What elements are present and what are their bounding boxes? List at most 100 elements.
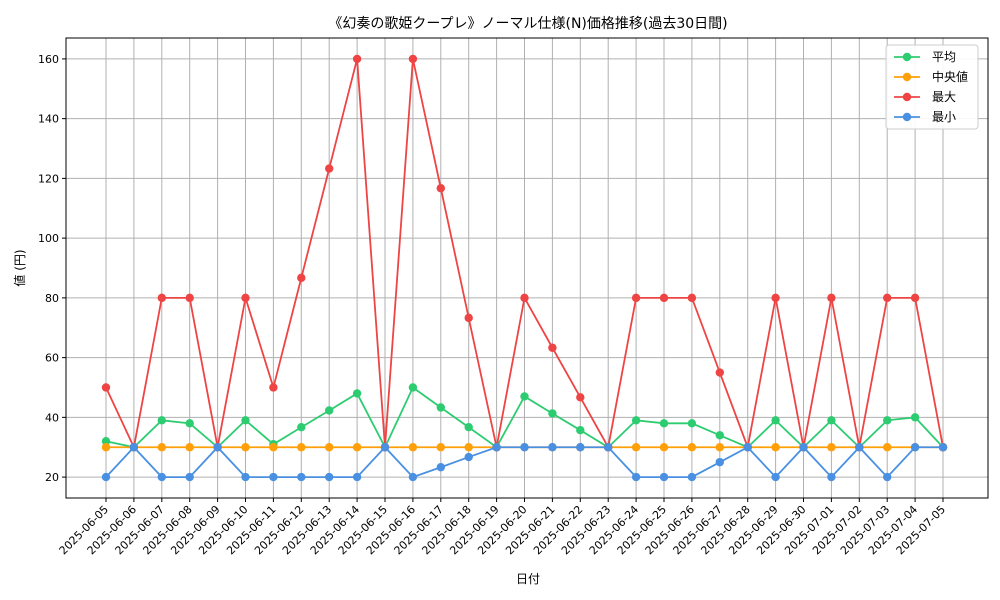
data-point bbox=[436, 443, 445, 452]
data-point bbox=[883, 416, 892, 425]
data-point bbox=[827, 472, 836, 482]
data-point bbox=[659, 472, 669, 482]
data-point bbox=[436, 184, 445, 193]
data-point bbox=[687, 443, 697, 452]
data-point bbox=[883, 472, 892, 482]
data-point bbox=[715, 457, 724, 467]
data-point bbox=[548, 409, 557, 418]
y-tick-label: 160 bbox=[38, 53, 59, 66]
data-point bbox=[464, 313, 473, 323]
series bbox=[101, 54, 948, 482]
y-tick-label: 60 bbox=[45, 352, 59, 365]
data-point bbox=[604, 443, 613, 452]
data-point bbox=[101, 472, 111, 482]
data-point bbox=[743, 443, 752, 452]
data-point bbox=[157, 443, 166, 452]
data-point bbox=[241, 416, 250, 425]
data-point bbox=[213, 443, 222, 452]
data-point bbox=[129, 443, 139, 452]
data-point bbox=[548, 443, 557, 452]
data-point bbox=[269, 443, 278, 452]
data-point bbox=[715, 368, 724, 377]
legend-label: 最大 bbox=[932, 90, 956, 104]
data-point bbox=[771, 416, 780, 425]
y-tick-label: 100 bbox=[38, 232, 59, 245]
series-3 bbox=[101, 443, 948, 482]
data-point bbox=[436, 463, 445, 472]
data-point bbox=[827, 416, 836, 425]
data-point bbox=[297, 423, 306, 432]
data-point bbox=[157, 293, 166, 303]
grid bbox=[66, 38, 988, 498]
data-point bbox=[408, 54, 418, 64]
data-point bbox=[157, 416, 166, 425]
data-point bbox=[520, 392, 529, 401]
data-point bbox=[352, 472, 362, 482]
data-point bbox=[101, 383, 111, 392]
data-point bbox=[576, 393, 585, 402]
data-point bbox=[325, 406, 334, 415]
data-point bbox=[269, 383, 278, 392]
data-point bbox=[464, 452, 473, 462]
data-point bbox=[297, 273, 306, 283]
y-axis-title: 値 (円) bbox=[12, 249, 27, 286]
data-point bbox=[687, 293, 697, 303]
data-point bbox=[883, 443, 892, 452]
data-point bbox=[631, 472, 641, 482]
y-tick-label: 80 bbox=[45, 292, 59, 305]
data-point bbox=[380, 443, 390, 452]
x-axis-title: 日付 bbox=[516, 572, 540, 586]
data-point bbox=[436, 403, 445, 412]
legend-swatch-marker bbox=[902, 112, 912, 122]
data-point bbox=[101, 443, 111, 452]
data-point bbox=[910, 293, 920, 303]
data-point bbox=[297, 443, 306, 452]
data-point bbox=[715, 443, 724, 452]
data-point bbox=[631, 293, 641, 303]
y-tick-label: 40 bbox=[45, 411, 59, 424]
data-point bbox=[464, 443, 473, 452]
data-point bbox=[771, 443, 780, 452]
data-point bbox=[659, 443, 669, 452]
data-point bbox=[659, 419, 669, 428]
data-point bbox=[325, 443, 334, 452]
data-point bbox=[185, 293, 194, 303]
legend-swatch-marker bbox=[902, 92, 912, 102]
data-point bbox=[325, 164, 334, 173]
data-point bbox=[352, 54, 362, 64]
data-point bbox=[352, 389, 362, 398]
data-point bbox=[771, 293, 780, 303]
data-point bbox=[352, 443, 362, 452]
data-point bbox=[855, 443, 864, 452]
data-point bbox=[938, 443, 948, 452]
data-point bbox=[631, 443, 641, 452]
data-point bbox=[715, 431, 724, 440]
data-point bbox=[827, 443, 836, 452]
data-point bbox=[241, 293, 250, 303]
legend-swatch-marker bbox=[902, 52, 912, 62]
data-point bbox=[883, 293, 892, 303]
data-point bbox=[799, 443, 808, 452]
legend-box bbox=[885, 44, 979, 130]
data-point bbox=[464, 423, 473, 432]
data-point bbox=[631, 416, 641, 425]
data-point bbox=[771, 472, 780, 482]
data-point bbox=[297, 472, 306, 482]
data-point bbox=[325, 472, 334, 482]
data-point bbox=[687, 472, 697, 482]
data-point bbox=[408, 472, 418, 482]
data-point bbox=[687, 419, 697, 428]
data-point bbox=[548, 343, 557, 352]
data-point bbox=[185, 419, 194, 428]
data-point bbox=[827, 293, 836, 303]
legend-label: 最小 bbox=[932, 110, 956, 124]
data-point bbox=[520, 293, 529, 303]
y-tick-label: 140 bbox=[38, 113, 59, 126]
chart-title: 《幻奏の歌姫クープレ》ノーマル仕様(N)価格推移(過去30日間) bbox=[328, 16, 727, 32]
data-point bbox=[185, 443, 194, 452]
data-point bbox=[576, 425, 585, 435]
data-point bbox=[269, 472, 278, 482]
y-tick-label: 120 bbox=[38, 172, 59, 185]
